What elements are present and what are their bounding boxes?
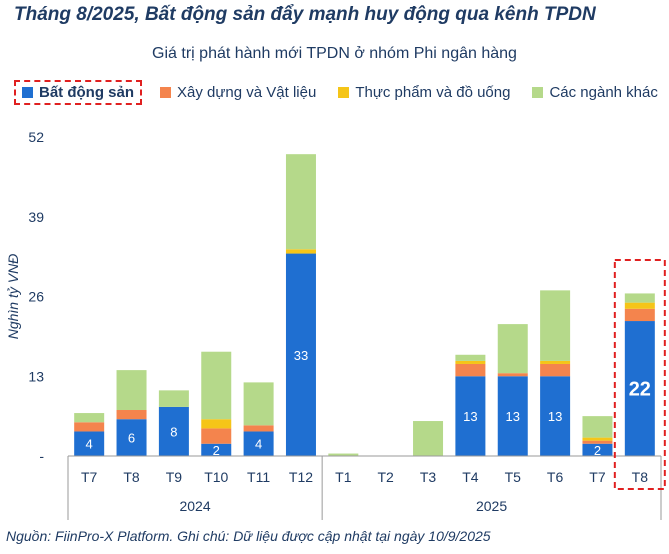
bar-segment-bds — [243, 431, 274, 456]
bar-segment-xaydung — [201, 428, 232, 444]
source-note: Nguồn: FiinPro-X Platform. Ghi chú: Dữ l… — [6, 528, 491, 544]
bar-segment-khac — [582, 416, 613, 438]
bar-segment-khac — [285, 154, 316, 250]
bar-segment-xaydung — [497, 373, 528, 377]
x-tick-label: T1 — [335, 469, 352, 485]
x-tick-label: T9 — [166, 469, 183, 485]
chart-headline: Tháng 8/2025, Bất động sản đẩy mạnh huy … — [14, 4, 596, 25]
bar-segment-bds — [624, 321, 655, 456]
bar-segment-xaydung — [243, 425, 274, 432]
x-tick-label: T8 — [632, 469, 649, 485]
data-label: 8 — [170, 424, 177, 439]
bar-segment-bds — [455, 376, 486, 456]
bar-segment-khac — [540, 290, 571, 361]
bar-segment-xaydung — [624, 308, 655, 322]
bar-segment-bds — [540, 376, 571, 456]
x-tick-label: T3 — [420, 469, 437, 485]
data-label: 4 — [86, 437, 93, 452]
legend-swatch-khac — [532, 87, 544, 98]
x-tick-label: T2 — [378, 469, 395, 485]
bar-segment-xaydung — [540, 363, 571, 377]
legend-item-bds[interactable]: Bất động sản — [14, 80, 143, 105]
x-tick-label: T7 — [81, 469, 98, 485]
legend-item-khac[interactable]: Các ngành khác — [532, 84, 658, 101]
bar-segment-bds — [201, 443, 232, 456]
bar-segment-khac — [243, 382, 274, 426]
bar-segment-thucpham — [582, 437, 613, 441]
y-tick-label: 13 — [28, 368, 44, 384]
x-tick-label: T10 — [204, 469, 228, 485]
bar-segment-khac — [413, 421, 444, 456]
bar-segment-khac — [328, 453, 359, 456]
data-label: 2 — [594, 443, 601, 458]
bar-segment-xaydung — [455, 363, 486, 377]
legend: Bất động sản Xây dựng và Vật liệu Thực p… — [14, 80, 669, 105]
data-label: 13 — [506, 409, 520, 424]
x-tick-label: T7 — [589, 469, 606, 485]
group-label: 2024 — [179, 498, 210, 514]
chart-title: Giá trị phát hành mới TPDN ở nhóm Phi ng… — [152, 45, 517, 62]
bar-segment-thucpham — [285, 249, 316, 254]
bar-segment-thucpham — [540, 360, 571, 364]
x-tick-label: T4 — [462, 469, 479, 485]
group-label: 2025 — [476, 498, 507, 514]
bar-segment-xaydung — [582, 440, 613, 444]
bar-segment-khac — [201, 351, 232, 420]
x-tick-label: T8 — [123, 469, 140, 485]
bar-segment-khac — [74, 413, 105, 423]
x-tick-label: T11 — [247, 469, 270, 485]
y-tick-label: 39 — [28, 209, 44, 225]
bar-segment-thucpham — [201, 419, 232, 429]
legend-label-bds: Bất động sản — [39, 84, 135, 101]
legend-swatch-bds — [22, 87, 33, 98]
data-label: 2 — [213, 443, 220, 458]
bar-segment-khac — [455, 354, 486, 361]
bar-segment-khac — [116, 370, 147, 410]
bar-segment-xaydung — [74, 422, 105, 432]
x-tick-label: T6 — [547, 469, 564, 485]
data-label: 4 — [255, 437, 262, 452]
data-label: 6 — [128, 431, 135, 446]
x-tick-label: T5 — [505, 469, 522, 485]
bar-segment-bds — [285, 253, 316, 456]
bar-segment-bds — [582, 443, 613, 456]
bar-segment-thucpham — [455, 360, 486, 364]
data-label: 33 — [294, 348, 308, 363]
data-label: 22 — [629, 379, 651, 401]
bar-segment-bds — [158, 406, 189, 456]
legend-item-thucpham[interactable]: Thực phẩm và đồ uống — [338, 84, 510, 101]
y-tick-label: - — [39, 448, 44, 464]
y-tick-label: 26 — [28, 289, 44, 305]
bar-segment-khac — [497, 324, 528, 374]
legend-swatch-xaydung — [160, 87, 172, 98]
x-tick-label: T12 — [289, 469, 313, 485]
legend-swatch-thucpham — [338, 87, 350, 98]
y-axis-title: Nghìn tỷ VNĐ — [5, 254, 21, 340]
bar-segment-khac — [158, 390, 189, 407]
legend-label-khac: Các ngành khác — [549, 84, 658, 101]
bar-segment-thucpham — [624, 302, 655, 309]
bar-segment-khac — [624, 293, 655, 303]
y-tick-label: 52 — [28, 129, 44, 145]
data-label: 13 — [463, 409, 477, 424]
bar-segment-bds — [497, 376, 528, 456]
legend-label-thucpham: Thực phẩm và đồ uống — [355, 84, 511, 101]
bar-segment-bds — [116, 419, 147, 456]
legend-item-xaydung[interactable]: Xây dựng và Vật liệu — [160, 84, 316, 101]
bar-segment-xaydung — [116, 409, 147, 420]
legend-label-xaydung: Xây dựng và Vật liệu — [177, 84, 317, 101]
bar-segment-bds — [74, 431, 105, 456]
data-label: 13 — [548, 409, 562, 424]
highlight-box — [613, 259, 666, 490]
